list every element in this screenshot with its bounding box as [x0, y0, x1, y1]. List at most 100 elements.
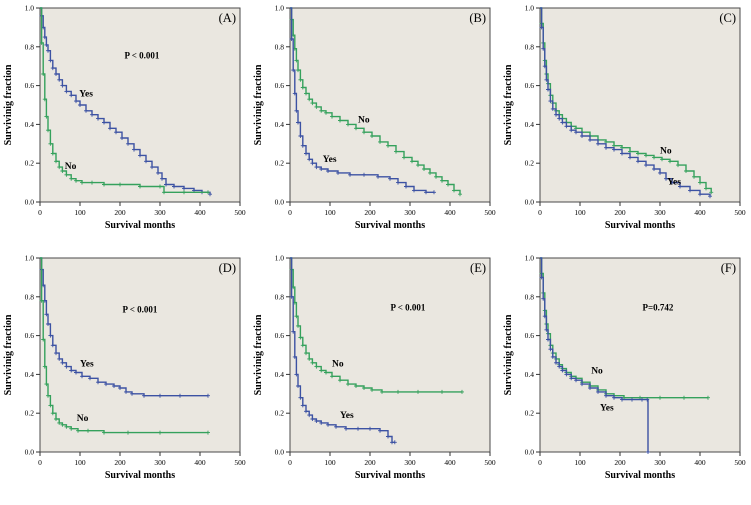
x-tick-label: 300 [404, 458, 416, 467]
p-value: P < 0.001 [125, 50, 160, 60]
panel-label: (C) [719, 11, 736, 25]
x-tick-label: 300 [154, 458, 166, 467]
x-tick-label: 100 [324, 458, 336, 467]
censor-marks-no [39, 40, 210, 195]
plot-area [289, 7, 491, 203]
x-tick-label: 100 [324, 208, 336, 217]
x-tick-label: 0 [538, 458, 542, 467]
plot-area [539, 257, 741, 453]
x-tick-label: 300 [654, 458, 666, 467]
y-tick-label: 0.0 [25, 198, 35, 207]
p-value: P=0.742 [643, 302, 674, 312]
x-tick-label: 0 [38, 208, 42, 217]
x-tick-label: 100 [574, 458, 586, 467]
km-panel-E: 0 100 200 300 400 500 0.0 0.2 0.4 0.6 0.8 1.0 No Yes P… [250, 250, 500, 500]
x-tick-label: 500 [484, 208, 496, 217]
x-axis-label: Survival months [605, 470, 675, 481]
x-tick-label: 200 [614, 458, 626, 467]
y-tick-label: 0.2 [525, 409, 535, 418]
x-axis-label: Survival months [355, 220, 425, 231]
y-tick-label: 1.0 [275, 4, 285, 13]
y-tick-label: 0.0 [25, 448, 35, 457]
x-tick-label: 300 [404, 208, 416, 217]
y-tick-label: 0.6 [25, 331, 35, 340]
x-tick-label: 100 [74, 458, 86, 467]
censor-marks-yes [289, 294, 397, 445]
y-tick-label: 0.8 [525, 292, 535, 301]
y-tick-label: 0.2 [25, 159, 35, 168]
plot-area [289, 257, 491, 453]
plot-area [539, 7, 741, 203]
x-tick-label: 200 [614, 208, 626, 217]
y-tick-label: 0.8 [25, 292, 35, 301]
panel-label: (D) [219, 261, 236, 275]
y-tick-label: 0.0 [275, 448, 285, 457]
x-tick-label: 200 [114, 458, 126, 467]
curve-label-yes: Yes [323, 155, 337, 165]
plot-area [39, 7, 241, 203]
x-tick-label: 300 [654, 208, 666, 217]
y-tick-label: 0.6 [275, 81, 285, 90]
y-tick-label: 0.6 [275, 331, 285, 340]
y-tick-label: 1.0 [25, 254, 35, 263]
y-tick-label: 0.2 [275, 409, 285, 418]
x-tick-label: 500 [484, 458, 496, 467]
y-tick-label: 0.4 [275, 370, 285, 379]
x-tick-label: 500 [234, 208, 246, 217]
y-tick-label: 0.8 [275, 292, 285, 301]
x-tick-label: 0 [538, 208, 542, 217]
y-axis-label: Survivinig fraction [503, 64, 514, 145]
x-tick-label: 0 [38, 458, 42, 467]
y-tick-label: 0.4 [275, 120, 285, 129]
y-tick-label: 0.6 [525, 331, 535, 340]
curve-label-yes: Yes [80, 360, 94, 370]
x-tick-label: 400 [444, 458, 456, 467]
km-panel-F: 0 100 200 300 400 500 0.0 0.2 0.4 0.6 0.8 1.0 No Yes P… [500, 250, 750, 500]
curve-label-yes: Yes [667, 178, 681, 188]
curve-label-no: No [660, 147, 672, 157]
km-panel-B: 0 100 200 300 400 500 0.0 0.2 0.4 0.6 0.8 1.0 No Yes (… [250, 0, 500, 250]
y-tick-label: 1.0 [525, 254, 535, 263]
x-tick-label: 400 [194, 458, 206, 467]
x-tick-label: 200 [364, 458, 376, 467]
km-plot-E: 0 100 200 300 400 500 0.0 0.2 0.4 0.6 0.8 1.0 No Yes P… [253, 254, 496, 482]
panel-label: (B) [469, 11, 486, 25]
curve-label-yes: Yes [600, 403, 614, 413]
curve-label-no: No [358, 115, 370, 125]
y-axis-label: Survivinig fraction [503, 314, 514, 395]
x-tick-label: 0 [288, 458, 292, 467]
km-plot-D: 0 100 200 300 400 500 0.0 0.2 0.4 0.6 0.8 1.0 Yes No P… [3, 254, 246, 482]
y-tick-label: 0.6 [25, 81, 35, 90]
km-plot-C: 0 100 200 300 400 500 0.0 0.2 0.4 0.6 0.8 1.0 No Yes (… [503, 4, 746, 232]
y-tick-label: 0.8 [275, 42, 285, 51]
x-tick-label: 400 [694, 208, 706, 217]
curve-label-yes: Yes [340, 411, 354, 421]
curve-label-no: No [332, 360, 344, 370]
y-axis-label: Survivinig fraction [3, 64, 14, 145]
y-tick-label: 0.4 [25, 370, 35, 379]
plot-area [39, 257, 241, 453]
km-panel-D: 0 100 200 300 400 500 0.0 0.2 0.4 0.6 0.8 1.0 Yes No P… [0, 250, 250, 500]
y-tick-label: 0.0 [275, 198, 285, 207]
y-tick-label: 0.4 [25, 120, 35, 129]
y-tick-label: 0.0 [525, 198, 535, 207]
x-tick-label: 100 [574, 208, 586, 217]
x-tick-label: 500 [734, 458, 746, 467]
censor-marks-yes [539, 275, 650, 454]
censor-marks-yes [539, 25, 712, 199]
x-tick-label: 0 [288, 208, 292, 217]
censor-marks-no [39, 298, 210, 435]
y-axis-label: Survivinig fraction [253, 314, 264, 395]
x-axis-label: Survival months [105, 470, 175, 481]
x-tick-label: 200 [114, 208, 126, 217]
censor-marks-yes [289, 37, 436, 195]
x-tick-label: 400 [694, 458, 706, 467]
km-plot-B: 0 100 200 300 400 500 0.0 0.2 0.4 0.6 0.8 1.0 No Yes (… [253, 4, 496, 232]
x-axis-label: Survival months [605, 220, 675, 231]
x-tick-label: 200 [364, 208, 376, 217]
y-tick-label: 0.2 [275, 159, 285, 168]
panel-label: (E) [470, 261, 486, 275]
x-axis-label: Survival months [105, 220, 175, 231]
panel-label: (A) [219, 11, 236, 25]
curve-label-no: No [77, 414, 89, 424]
